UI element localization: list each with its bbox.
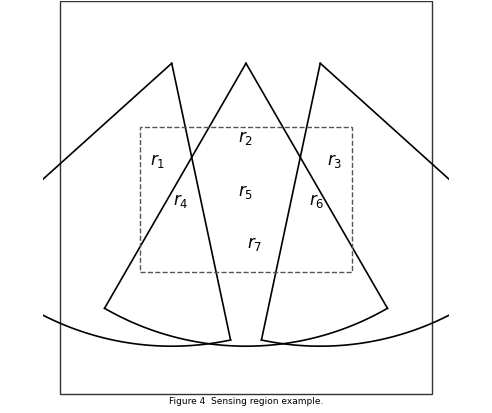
Text: $r_{6}$: $r_{6}$ xyxy=(309,192,324,210)
Text: $r_{5}$: $r_{5}$ xyxy=(239,183,253,202)
Bar xyxy=(140,127,352,272)
Text: Figure 4  Sensing region example.: Figure 4 Sensing region example. xyxy=(169,397,323,406)
Text: $r_{1}$: $r_{1}$ xyxy=(150,152,165,169)
Text: $r_{2}$: $r_{2}$ xyxy=(239,128,253,147)
Text: $r_{3}$: $r_{3}$ xyxy=(327,152,342,169)
Text: $r_{4}$: $r_{4}$ xyxy=(173,192,188,210)
Text: $r_{7}$: $r_{7}$ xyxy=(247,235,263,253)
